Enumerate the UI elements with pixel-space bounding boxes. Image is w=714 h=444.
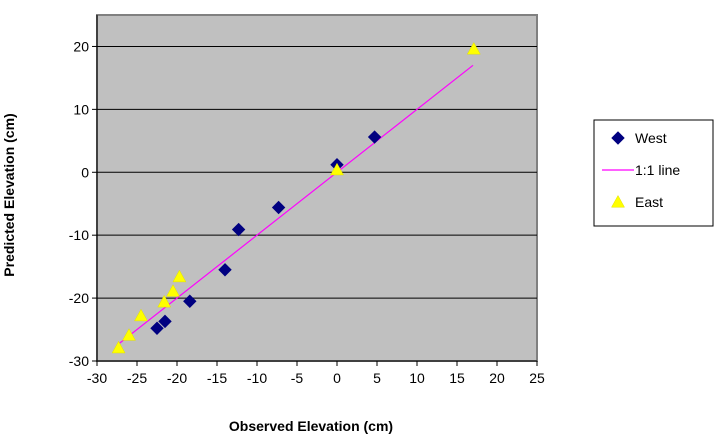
x-tick-label: -10 xyxy=(247,370,267,386)
legend: West 1:1 line East xyxy=(593,119,714,227)
one-to-one-line xyxy=(116,64,474,346)
legend-label: East xyxy=(635,194,663,210)
y-tick-label: 20 xyxy=(73,38,89,54)
x-tick-label: 20 xyxy=(489,370,505,386)
east-point xyxy=(157,294,172,308)
x-tick-label: -15 xyxy=(207,370,227,386)
west-point xyxy=(158,314,172,329)
west-point xyxy=(231,222,246,237)
y-axis-title: Predicted Elevation (cm) xyxy=(1,113,17,276)
west-point xyxy=(150,321,164,335)
east-point xyxy=(466,41,481,55)
west-point xyxy=(218,263,232,277)
legend-east-icon xyxy=(611,194,625,208)
x-tick-label: 0 xyxy=(333,370,341,386)
x-tick-label: 5 xyxy=(373,370,381,386)
y-tick-label: -20 xyxy=(69,290,89,306)
east-point xyxy=(166,284,180,297)
axes: -30 -20 -10 0 10 20 -30 -25 -20 -15 -10 -5 0 5 10 15 20 2… xyxy=(69,15,545,386)
legend-west-icon xyxy=(611,131,625,145)
west-point xyxy=(271,200,286,215)
x-tick-label: -5 xyxy=(291,370,304,386)
legend-label: West xyxy=(635,130,667,146)
west-point xyxy=(367,130,382,144)
east-point xyxy=(111,340,126,354)
x-tick-label: -25 xyxy=(127,370,147,386)
gridlines xyxy=(97,45,537,299)
x-tick-label: 15 xyxy=(449,370,465,386)
x-tick-label: -30 xyxy=(87,370,107,386)
west-point xyxy=(183,294,197,308)
x-axis-title: Observed Elevation (cm) xyxy=(229,418,393,434)
east-point xyxy=(122,328,136,341)
data-series xyxy=(111,41,481,354)
x-tick-label: 25 xyxy=(529,370,545,386)
legend-label: 1:1 line xyxy=(635,162,680,178)
y-tick-label: 10 xyxy=(73,101,89,117)
east-point xyxy=(330,162,344,176)
y-tick-label: 0 xyxy=(81,164,89,180)
east-point xyxy=(134,308,148,322)
y-tick-label: -30 xyxy=(69,353,89,369)
x-tick-label: -20 xyxy=(167,370,187,386)
y-tick-label: -10 xyxy=(69,227,89,243)
x-tick-label: 10 xyxy=(409,370,425,386)
east-point xyxy=(172,269,187,283)
